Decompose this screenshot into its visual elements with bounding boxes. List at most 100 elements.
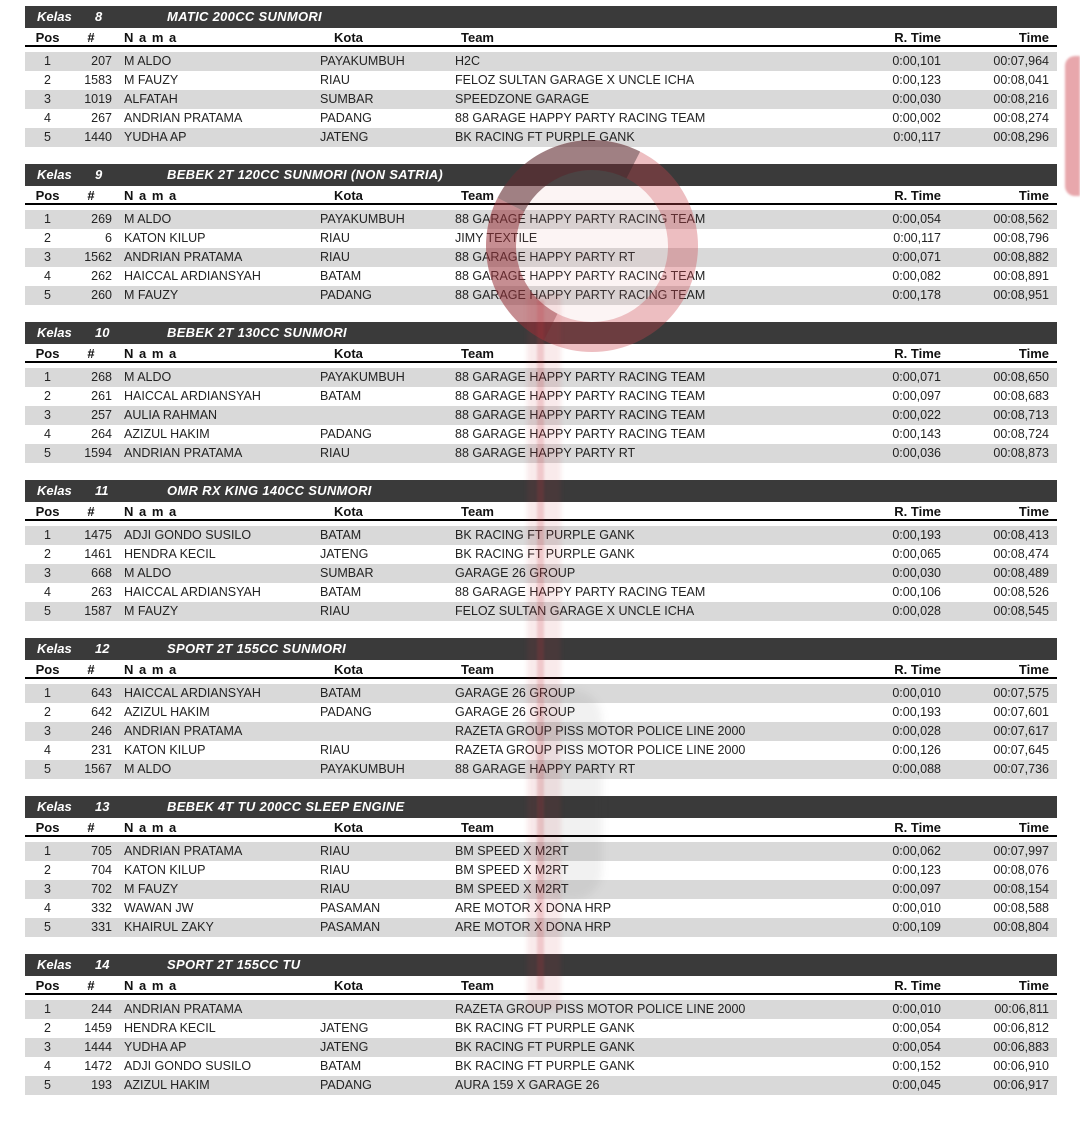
position-cell: 5 <box>44 446 51 460</box>
team-cell: RAZETA GROUP PISS MOTOR POLICE LINE 2000 <box>455 1002 746 1016</box>
position-cell: 2 <box>44 1021 51 1035</box>
team-cell: AURA 159 X GARAGE 26 <box>455 1078 600 1092</box>
position-cell: 1 <box>44 686 51 700</box>
time-cell: 00:06,917 <box>993 1078 1049 1092</box>
rider-name-cell: HAICCAL ARDIANSYAH <box>124 686 261 700</box>
result-row: 4 264 AZIZUL HAKIM PADANG 88 GARAGE HAPP… <box>25 425 1057 444</box>
rider-name-cell: ANDRIAN PRATAMA <box>124 724 243 738</box>
column-header-name: N a m a <box>124 820 178 835</box>
reaction-time-cell: 0:00,002 <box>892 111 941 125</box>
position-cell: 1 <box>44 212 51 226</box>
team-cell: GARAGE 26 GROUP <box>455 566 576 580</box>
reaction-time-cell: 0:00,071 <box>892 370 941 384</box>
reaction-time-cell: 0:00,193 <box>892 528 941 542</box>
time-cell: 00:08,713 <box>993 408 1049 422</box>
reaction-time-cell: 0:00,030 <box>892 566 941 580</box>
position-cell: 3 <box>44 566 51 580</box>
class-title: SPORT 2T 155CC TU <box>167 957 301 972</box>
result-row: 2 1583 M FAUZY RIAU FELOZ SULTAN GARAGE … <box>25 71 1057 90</box>
time-cell: 00:06,811 <box>994 1002 1049 1016</box>
reaction-time-cell: 0:00,036 <box>892 446 941 460</box>
city-cell: PADANG <box>320 427 372 441</box>
team-cell: 88 GARAGE HAPPY PARTY RACING TEAM <box>455 408 706 422</box>
team-cell: 88 GARAGE HAPPY PARTY RACING TEAM <box>455 269 706 283</box>
column-header-rtime: R. Time <box>894 504 941 519</box>
time-cell: 00:08,474 <box>993 547 1049 561</box>
rider-name-cell: HENDRA KECIL <box>124 547 216 561</box>
rider-name-cell: YUDHA AP <box>124 130 187 144</box>
rider-number-cell: 244 <box>91 1002 112 1016</box>
rider-name-cell: HAICCAL ARDIANSYAH <box>124 269 261 283</box>
city-cell: PAYAKUMBUH <box>320 762 405 776</box>
time-cell: 00:08,882 <box>993 250 1049 264</box>
column-header-name: N a m a <box>124 30 178 45</box>
team-cell: 88 GARAGE HAPPY PARTY RT <box>455 446 636 460</box>
position-cell: 2 <box>44 231 51 245</box>
team-cell: 88 GARAGE HAPPY PARTY RACING TEAM <box>455 389 706 403</box>
result-row: 3 257 AULIA RAHMAN 88 GARAGE HAPPY PARTY… <box>25 406 1057 425</box>
column-header-time: Time <box>1018 30 1049 45</box>
column-header-number: # <box>87 662 95 677</box>
rider-name-cell: M ALDO <box>124 566 172 580</box>
class-section: Kelas 10 BEBEK 2T 130CC SUNMORI Pos # N … <box>25 322 1057 463</box>
position-cell: 3 <box>44 92 51 106</box>
rider-name-cell: HENDRA KECIL <box>124 1021 216 1035</box>
class-header-bar: Kelas 11 OMR RX KING 140CC SUNMORI <box>25 480 1057 502</box>
class-section: Kelas 8 MATIC 200CC SUNMORI Pos # N a m … <box>25 6 1057 147</box>
rider-name-cell: AZIZUL HAKIM <box>124 427 210 441</box>
team-cell: JIMY TEXTILE <box>455 231 538 245</box>
reaction-time-cell: 0:00,152 <box>892 1059 941 1073</box>
class-title: BEBEK 2T 120CC SUNMORI (NON SATRIA) <box>167 167 444 182</box>
time-cell: 00:08,154 <box>993 882 1049 896</box>
rider-number-cell: 1594 <box>84 446 112 460</box>
time-cell: 00:06,883 <box>993 1040 1049 1054</box>
city-cell: JATENG <box>320 1040 369 1054</box>
column-header-time: Time <box>1018 820 1049 835</box>
reaction-time-cell: 0:00,082 <box>892 269 941 283</box>
rider-name-cell: M ALDO <box>124 54 172 68</box>
rider-name-cell: ANDRIAN PRATAMA <box>124 1002 243 1016</box>
time-cell: 00:08,650 <box>993 370 1049 384</box>
team-cell: FELOZ SULTAN GARAGE X UNCLE ICHA <box>455 604 695 618</box>
rider-name-cell: AULIA RAHMAN <box>124 408 218 422</box>
rider-name-cell: ADJI GONDO SUSILO <box>124 1059 252 1073</box>
city-cell: RIAU <box>320 250 350 264</box>
time-cell: 00:08,873 <box>993 446 1049 460</box>
team-cell: BK RACING FT PURPLE GANK <box>455 1040 635 1054</box>
time-cell: 00:08,274 <box>993 111 1049 125</box>
column-header-number: # <box>87 504 95 519</box>
class-header-bar: Kelas 14 SPORT 2T 155CC TU <box>25 954 1057 976</box>
rider-name-cell: ALFATAH <box>124 92 178 106</box>
class-label: Kelas <box>37 483 72 498</box>
rider-number-cell: 1461 <box>84 547 112 561</box>
position-cell: 4 <box>44 111 51 125</box>
rider-number-cell: 261 <box>91 389 112 403</box>
rider-name-cell: ANDRIAN PRATAMA <box>124 250 243 264</box>
column-header-name: N a m a <box>124 662 178 677</box>
rider-number-cell: 332 <box>91 901 112 915</box>
class-title: BEBEK 4T TU 200CC SLEEP ENGINE <box>167 799 405 814</box>
column-header-rtime: R. Time <box>894 188 941 203</box>
column-header-pos: Pos <box>35 504 60 519</box>
reaction-time-cell: 0:00,126 <box>892 743 941 757</box>
reaction-time-cell: 0:00,097 <box>892 882 941 896</box>
team-cell: BK RACING FT PURPLE GANK <box>455 1059 635 1073</box>
position-cell: 3 <box>44 882 51 896</box>
position-cell: 5 <box>44 288 51 302</box>
reaction-time-cell: 0:00,193 <box>892 705 941 719</box>
class-label: Kelas <box>37 325 72 340</box>
result-row: 3 1019 ALFATAH SUMBAR SPEEDZONE GARAGE 0… <box>25 90 1057 109</box>
column-header-name: N a m a <box>124 346 178 361</box>
class-header-bar: Kelas 9 BEBEK 2T 120CC SUNMORI (NON SATR… <box>25 164 1057 186</box>
result-row: 3 668 M ALDO SUMBAR GARAGE 26 GROUP 0:00… <box>25 564 1057 583</box>
class-number: 8 <box>95 9 103 24</box>
rider-number-cell: 1562 <box>84 250 112 264</box>
reaction-time-cell: 0:00,065 <box>892 547 941 561</box>
team-cell: GARAGE 26 GROUP <box>455 686 576 700</box>
city-cell: SUMBAR <box>320 92 374 106</box>
reaction-time-cell: 0:00,088 <box>892 762 941 776</box>
position-cell: 2 <box>44 73 51 87</box>
rider-number-cell: 207 <box>91 54 112 68</box>
result-rows: 1 268 M ALDO PAYAKUMBUH 88 GARAGE HAPPY … <box>25 368 1057 463</box>
team-cell: BM SPEED X M2RT <box>455 863 569 877</box>
